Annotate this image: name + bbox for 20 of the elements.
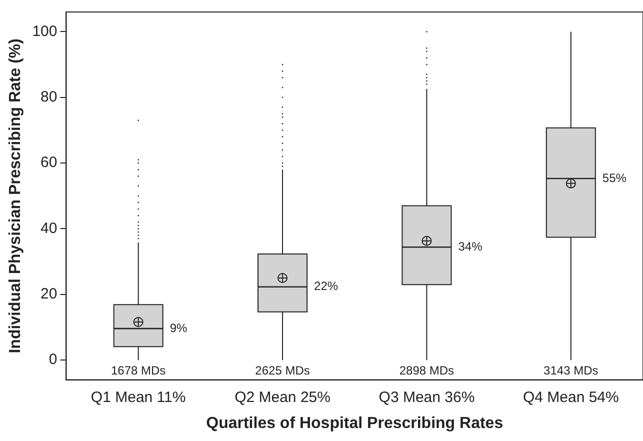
annotation: 2625 MDs [255, 363, 310, 378]
annotation: 2898 MDs [399, 363, 454, 378]
x-tick-label: Q3 Mean 36% [378, 388, 475, 406]
y-tick-label: 20 [40, 286, 58, 303]
annotation: 1678 MDs [110, 363, 166, 378]
annotation: 55% [602, 170, 627, 185]
y-tick-label: 80 [40, 88, 58, 106]
annotation: 9% [170, 320, 188, 335]
annotation: 34% [458, 239, 483, 254]
y-tick-label: 100 [32, 22, 58, 40]
x-tick-label: Q1 Mean 11% [90, 388, 186, 406]
annotation: 22% [314, 279, 338, 294]
x-axis-title: Quartiles of Hospital Prescribing Rates [206, 414, 504, 432]
x-tick-label: Q4 Mean 54% [522, 388, 619, 406]
x-tick-label: Q2 Mean 25% [234, 388, 330, 406]
y-tick-label: 60 [40, 154, 58, 172]
y-axis-title: Individual Physician Prescribing Rate (%) [7, 38, 24, 354]
annotation: 3143 MDs [544, 363, 598, 378]
y-tick-label: 0 [48, 351, 58, 368]
y-tick-label: 40 [40, 220, 58, 237]
